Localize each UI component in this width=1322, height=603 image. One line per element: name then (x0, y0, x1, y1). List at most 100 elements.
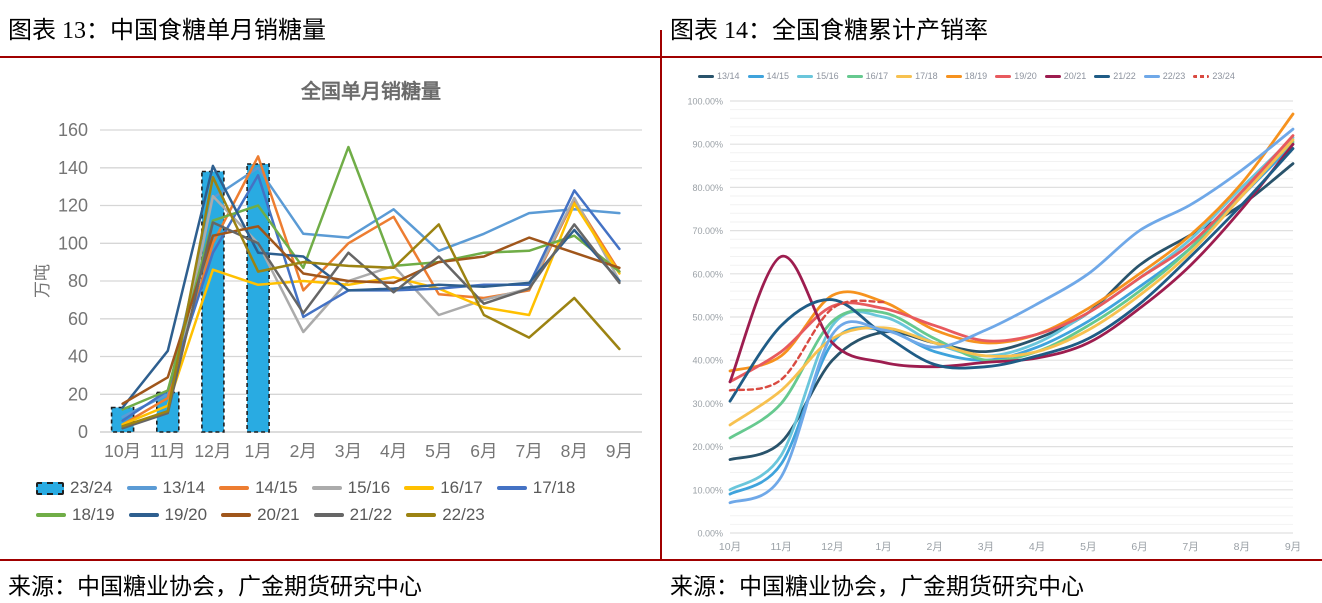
ratio-chart-legend: 13/14 14/15 15/16 16/17 17/18 18/19 19/20 20/21… (698, 71, 1298, 81)
legend-label: 19/20 (1014, 71, 1037, 81)
svg-text:50.00%: 50.00% (692, 313, 723, 323)
legend-swatch (995, 74, 1012, 78)
series-line-20/21 (728, 142, 1295, 384)
legend-item-16/17: 16/17 (846, 71, 889, 81)
series-line-19/20 (728, 134, 1295, 384)
legend-item-23/24: 23/24 (36, 478, 113, 498)
y-axis-labels: 0.00% 10.00% 20.00% 30.00% 40.00% 50.00% 60.00… (687, 97, 723, 539)
svg-text:7月: 7月 (1182, 541, 1198, 553)
legend-swatch (747, 74, 764, 78)
legend-swatch (128, 513, 159, 517)
legend-item-17/18: 17/18 (496, 478, 576, 498)
legend-label: 14/15 (255, 478, 298, 497)
series-line-15/16 (728, 136, 1295, 492)
svg-text:8月: 8月 (561, 441, 588, 461)
legend-swatch (406, 513, 437, 517)
monthly-sales-legend: 23/24 13/14 14/15 15/16 16/17 17/18 18/19 19/20… (36, 478, 636, 525)
svg-text:30.00%: 30.00% (692, 399, 723, 409)
svg-text:3月: 3月 (978, 541, 994, 553)
legend-label: 18/19 (72, 505, 115, 524)
svg-text:1月: 1月 (244, 441, 271, 461)
svg-text:160: 160 (58, 120, 88, 140)
legend-label: 15/16 (347, 478, 391, 497)
legend-label: 21/22 (1113, 71, 1136, 81)
svg-text:11月: 11月 (150, 441, 186, 461)
svg-text:1月: 1月 (875, 541, 891, 553)
svg-text:9月: 9月 (1285, 541, 1301, 553)
legend-item-18/19: 18/19 (945, 71, 988, 81)
svg-text:6月: 6月 (470, 441, 497, 461)
svg-text:70.00%: 70.00% (692, 226, 723, 236)
legend-swatch (896, 74, 913, 78)
legend-label: 16/17 (865, 71, 889, 81)
title-underline-left (0, 56, 660, 58)
legend-label: 20/21 (1063, 71, 1087, 81)
legend-item-17/18: 17/18 (896, 71, 938, 81)
legend-swatch (404, 486, 435, 490)
svg-text:140: 140 (58, 158, 88, 178)
legend-label: 17/18 (532, 478, 576, 497)
series-line-13/14 (728, 162, 1295, 461)
svg-text:7月: 7月 (515, 441, 542, 461)
monthly-sales-chart: 0 20 40 60 80 100 120 140 160 10月 11月 12月 1月 2月 3月 4月 5月… (33, 79, 642, 461)
legend-swatch (1143, 74, 1160, 78)
figure-14-source: 来源：中国糖业协会，广金期货研究中心 (670, 574, 1084, 599)
y-axis-title: 万吨 (33, 264, 52, 298)
legend-swatch (846, 74, 863, 78)
legend-item-15/16: 15/16 (797, 71, 839, 81)
legend-label: 19/20 (164, 505, 208, 524)
svg-text:0.00%: 0.00% (697, 529, 723, 539)
legend-item-15/16: 15/16 (311, 478, 391, 498)
legend-label: 13/14 (162, 478, 206, 497)
legend-label: 16/17 (440, 478, 483, 497)
series-line-21/22 (728, 147, 1295, 403)
svg-text:6月: 6月 (1131, 541, 1147, 553)
svg-text:90.00%: 90.00% (692, 140, 723, 150)
svg-text:9月: 9月 (606, 441, 633, 461)
figure-13-caption: 图表 13：中国食糖单月销糖量 (8, 18, 326, 44)
legend-item-13/14: 13/14 (126, 478, 206, 498)
series-line-19/20 (121, 164, 621, 409)
series-line-16/17 (728, 140, 1295, 440)
legend-swatch (221, 513, 252, 517)
svg-text:8月: 8月 (1234, 541, 1250, 553)
svg-text:5月: 5月 (1080, 541, 1096, 553)
svg-text:60: 60 (68, 309, 88, 329)
svg-text:4月: 4月 (380, 441, 407, 461)
legend-swatch (219, 486, 250, 490)
legend-item-14/15: 14/15 (219, 478, 298, 498)
legend-item-20/21: 20/21 (1044, 71, 1087, 81)
x-axis-labels: 10月 11月 12月 1月 2月 3月 4月 5月 6月 7月 8月 9月 (719, 541, 1301, 553)
legend-item-14/15: 14/15 (747, 71, 789, 81)
figure-14-panel: 图表 14：全国食糖累计产销率 13/14 14/15 15/16 16/17 17/1… (662, 0, 1322, 603)
svg-text:0: 0 (78, 422, 88, 442)
series-line-21/22 (121, 221, 621, 430)
legend-swatch (313, 513, 344, 517)
legend-label: 18/19 (964, 71, 988, 81)
legend-swatch (945, 74, 962, 78)
svg-text:100: 100 (58, 233, 88, 253)
legend-swatch (698, 74, 714, 78)
svg-text:10.00%: 10.00% (692, 485, 723, 495)
svg-text:4月: 4月 (1029, 541, 1045, 553)
legend-item-23/24: 23/24 (1193, 71, 1235, 81)
series-lines (121, 145, 621, 430)
svg-text:40.00%: 40.00% (692, 356, 723, 366)
legend-item-21/22: 21/22 (1094, 71, 1136, 81)
legend-swatch (311, 486, 342, 490)
legend-swatch (126, 486, 157, 490)
legend-swatch (36, 481, 64, 495)
legend-label: 13/14 (717, 71, 740, 81)
bar-23/24 (246, 163, 270, 433)
svg-text:2月: 2月 (927, 541, 943, 553)
legend-swatch (496, 486, 527, 490)
legend-item-22/23: 22/23 (1143, 71, 1185, 81)
source-rule-left (0, 559, 660, 561)
svg-text:12月: 12月 (194, 441, 231, 461)
figure-13-panel: 图表 13：中国食糖单月销糖量 0 20 40 60 80 100 120 140 160 10月… (0, 0, 660, 603)
svg-text:12月: 12月 (821, 541, 843, 553)
legend-label: 23/24 (1212, 71, 1235, 81)
svg-text:3月: 3月 (335, 441, 362, 461)
legend-item-18/19: 18/19 (36, 505, 115, 525)
